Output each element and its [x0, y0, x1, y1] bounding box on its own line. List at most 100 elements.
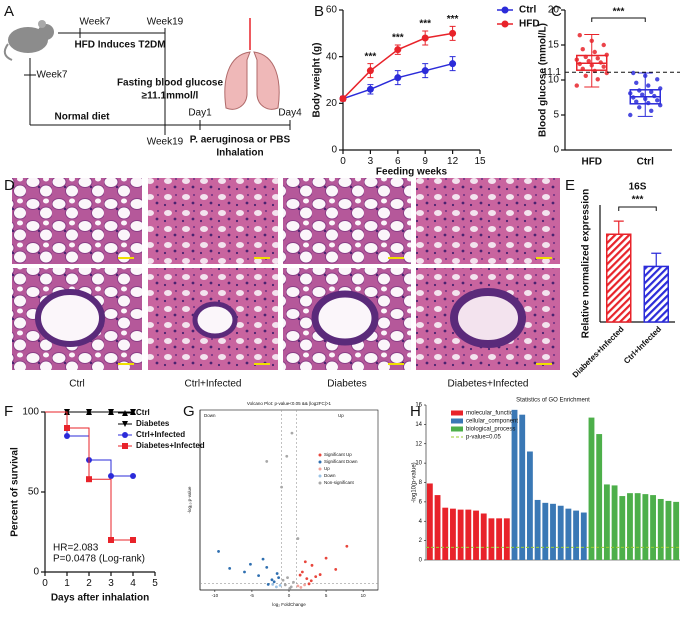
legend-marker — [318, 474, 322, 478]
legend-label: Significant Up — [324, 452, 352, 457]
diagram-label: Day1 — [188, 108, 212, 119]
data-point — [577, 61, 582, 67]
data-point — [421, 34, 429, 42]
y-tick-label: 6 — [419, 499, 423, 505]
data-point — [421, 67, 429, 75]
data-point — [261, 557, 265, 561]
data-point — [628, 91, 633, 96]
data-point — [658, 103, 663, 108]
legend-marker — [122, 410, 128, 416]
chart-title: Volcano Plot: p-value<0.05 && |log2FC|>1 — [247, 401, 332, 406]
chart: 0 5 10 15 20 Blood glucose (mmol/L) HFD Ctrl 11.… — [538, 5, 680, 168]
data-point — [345, 544, 349, 548]
data-point — [130, 537, 136, 543]
y-axis-label: -log10(p-value) — [412, 462, 418, 502]
panel-letter: D — [4, 177, 15, 194]
legend-label: Up — [324, 466, 330, 471]
legend-label: Significant Down — [324, 459, 358, 464]
y-tick-label: 14 — [415, 422, 422, 428]
legend-marker — [122, 421, 128, 427]
y-tick-label: 60 — [326, 5, 338, 16]
bar — [496, 518, 503, 560]
data-point — [257, 574, 260, 577]
data-point — [265, 460, 269, 463]
mouse-ear — [38, 20, 46, 28]
chart: -10 -5 0 5 10 Volcano Plot: p-value<0.05 && |… — [187, 401, 379, 607]
data-point — [299, 586, 303, 589]
bar — [557, 505, 564, 560]
data-point — [604, 70, 609, 76]
legend-marker — [501, 6, 509, 14]
data-point — [228, 567, 232, 570]
data-point — [296, 537, 300, 540]
x-tick-label: 9 — [422, 156, 428, 167]
y-tick-label: 50 — [28, 487, 40, 498]
error-bar — [651, 252, 662, 267]
data-point — [296, 584, 300, 588]
data-point — [278, 583, 282, 587]
data-point — [366, 67, 374, 75]
panel-letter: F — [4, 403, 13, 420]
annotation: Up — [338, 413, 344, 418]
data-point — [592, 49, 597, 55]
scale-bar — [118, 257, 134, 259]
micrograph-label: Diabetes+Infected — [448, 379, 529, 390]
data-point — [652, 93, 657, 99]
data-point — [598, 60, 603, 65]
y-tick-label: 0 — [33, 567, 39, 578]
x-tick-label: 12 — [447, 156, 459, 167]
bar — [434, 495, 441, 560]
x-tick-label: 5 — [152, 578, 158, 589]
data-point — [394, 46, 402, 54]
bar — [603, 484, 610, 560]
data-point — [646, 83, 651, 88]
bar — [611, 485, 618, 560]
x-tick-label: 0 — [42, 578, 48, 589]
bar — [473, 510, 479, 560]
data-point — [86, 476, 92, 483]
x-tick-label: 10 — [361, 593, 367, 598]
bar — [426, 483, 433, 560]
bar — [642, 494, 649, 560]
data-point — [286, 576, 289, 580]
x-tick-label: 5 — [325, 593, 328, 598]
data-point — [298, 573, 302, 577]
legend-label: Down — [324, 473, 336, 478]
bar — [627, 493, 633, 560]
y-tick-label: 12 — [415, 441, 422, 447]
diagram-label: Week7 — [80, 17, 111, 28]
data-point — [601, 42, 606, 48]
data-point — [243, 570, 246, 574]
survival-line — [45, 411, 133, 541]
panel-letter: G — [183, 403, 195, 420]
chart: 16S Relative normalized expressionDiabete… — [571, 182, 675, 379]
y-tick-label: 0 — [419, 558, 423, 564]
data-point — [266, 582, 270, 586]
legend-label: p-value=0.05 — [466, 435, 502, 441]
legend-marker — [318, 481, 322, 485]
data-point — [589, 63, 594, 68]
micrograph — [416, 178, 560, 264]
data-point — [292, 580, 295, 584]
annotation: HR=2.083 — [53, 543, 99, 554]
bar — [673, 501, 680, 560]
bar — [442, 507, 449, 560]
legend-label: Ctrl — [519, 5, 536, 16]
legend-label: Ctrl+Infected — [136, 430, 185, 439]
data-point — [640, 92, 645, 97]
scale-bar — [254, 363, 270, 365]
data-point — [300, 570, 304, 574]
data-point — [339, 95, 347, 103]
legend-label: Non-significant — [324, 480, 355, 485]
data-point — [283, 583, 287, 587]
data-point — [324, 556, 328, 560]
data-point — [217, 550, 220, 553]
bronchiole — [192, 301, 238, 339]
data-point — [265, 565, 269, 569]
bar — [534, 499, 541, 560]
x-tick-label: 1 — [64, 578, 70, 589]
data-point — [589, 38, 594, 43]
y-axis-label: Percent of survival — [10, 447, 21, 537]
chart: 0 2 4 6 8 10 12 14 16 Statistics of GO Enrichment… — [412, 398, 680, 564]
